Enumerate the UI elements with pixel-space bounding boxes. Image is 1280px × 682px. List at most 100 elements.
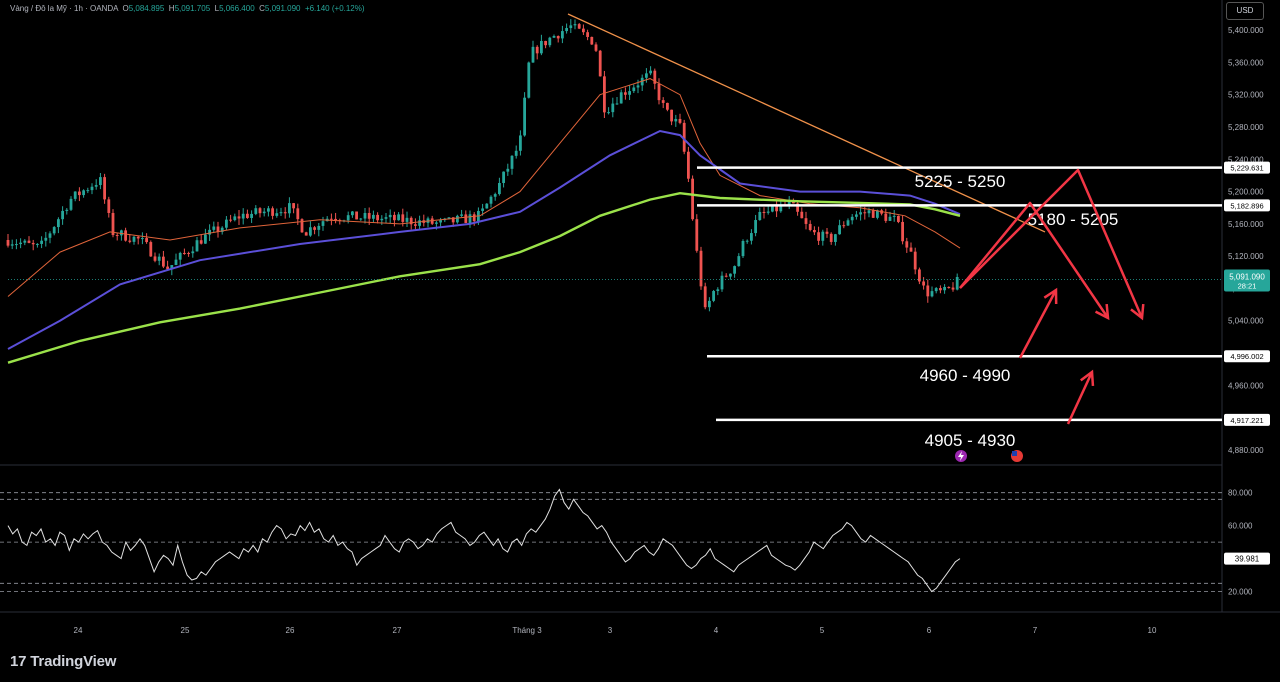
candle-body [930,291,934,297]
candle-body [510,155,514,169]
symbol-name: Vàng / Đô la Mỹ · 1h · OANDA [10,4,119,13]
price-tick-label: 5,040.000 [1228,317,1264,326]
candle-body [619,92,623,104]
candle-body [552,36,556,38]
candle-body [246,213,249,218]
candle-body [519,135,522,151]
candle-body [241,213,245,219]
candle-body [435,222,438,224]
candle-body [31,242,35,245]
candle-body [628,91,631,95]
open-label: O [122,4,129,13]
candle-body [939,288,942,291]
candle-body [94,185,98,187]
candle-body [489,196,493,204]
candle-body [271,208,274,216]
zone-label: 4960 - 4990 [920,366,1011,385]
candle-body [834,234,837,242]
candle-body [582,28,585,33]
price-tick-label: 5,360.000 [1228,58,1264,67]
price-level-tag [1224,161,1270,174]
candle-body [141,238,144,240]
candle-body [229,219,232,221]
candle-body [808,223,812,230]
candle-body [82,190,85,196]
candle-body [561,31,564,39]
candle-body [867,210,871,214]
candle-body [762,211,766,213]
tradingview-logo-icon: 17 [10,653,27,670]
candle-body [607,112,610,114]
current-price-label: 5,091.090 [1229,272,1265,281]
change-value: +6.140 (+0.12%) [304,4,365,13]
candle-body [926,285,930,297]
rsi-value-tag [1224,552,1270,565]
candle-body [955,277,959,290]
candle-body [657,83,661,101]
close-value: 5,091.090 [264,4,301,13]
currency-button[interactable]: USD [1226,2,1264,20]
candle-body [128,240,132,242]
candle-body [254,208,258,214]
candle-body [855,214,858,217]
candle-body [666,102,669,110]
candle-body [447,217,451,219]
arrow-up-from-4960 [1018,289,1058,359]
candle-body [292,203,295,209]
candle-body [472,214,476,222]
candle-body [468,214,472,223]
candle-body [376,214,379,221]
candle-body [65,209,69,211]
tradingview-brand[interactable]: 17 TradingView [10,653,116,670]
ma-mid-line [7,129,961,350]
time-tick-label: 27 [393,626,402,635]
current-price-tag [1224,269,1270,292]
candle-body [632,87,636,92]
candle-body [296,208,300,220]
candle-body [346,215,350,221]
candle-body [699,250,703,287]
candle-body [535,46,539,54]
candle-body [401,214,405,222]
candle-body [674,118,678,122]
candle-body [120,230,123,236]
candle-body [212,226,216,230]
candle-body [334,218,337,221]
candle-body [166,266,169,270]
zone-label: 5225 - 5250 [915,172,1006,191]
candle-body [523,97,526,136]
chart-canvas[interactable]: 5225 - 5250 5180 - 5205 4960 - 4990 4905 - … [0,0,1280,640]
candle-body [300,219,304,233]
candle-body [6,240,10,246]
lightning-glyph-icon [958,451,964,461]
candle-body [10,244,14,246]
rsi-tick-label: 80.000 [1228,489,1253,498]
candle-body [498,183,501,195]
time-tick-label: 6 [927,626,932,635]
candle-body [485,203,489,209]
candle-body [380,218,384,221]
candle-body [183,252,186,254]
candle-body [556,36,560,39]
candle-body [321,221,325,226]
close-label: C [259,4,265,13]
candle-body [15,244,18,246]
candle-body [922,281,925,286]
symbol-header: Vàng / Đô la Mỹ · 1h · OANDA O5,084.895 … [10,4,365,13]
candle-body [888,216,892,221]
rsi-line [7,488,961,593]
price-level-tag [1224,199,1270,212]
candle-body [775,205,778,212]
candle-body [145,238,148,243]
candle-body [871,210,875,218]
candle-body [573,24,577,26]
candle-body [481,208,484,211]
price-tick-label: 4,880.000 [1228,446,1264,455]
candle-body [737,256,741,267]
candle-body [859,212,862,215]
zone-label: 5180 - 5205 [1028,210,1119,229]
candle-body [132,236,136,242]
price-tick-label: 4,960.000 [1228,381,1264,390]
price-tick-label: 5,200.000 [1228,188,1264,197]
price-level-tag [1224,350,1270,363]
